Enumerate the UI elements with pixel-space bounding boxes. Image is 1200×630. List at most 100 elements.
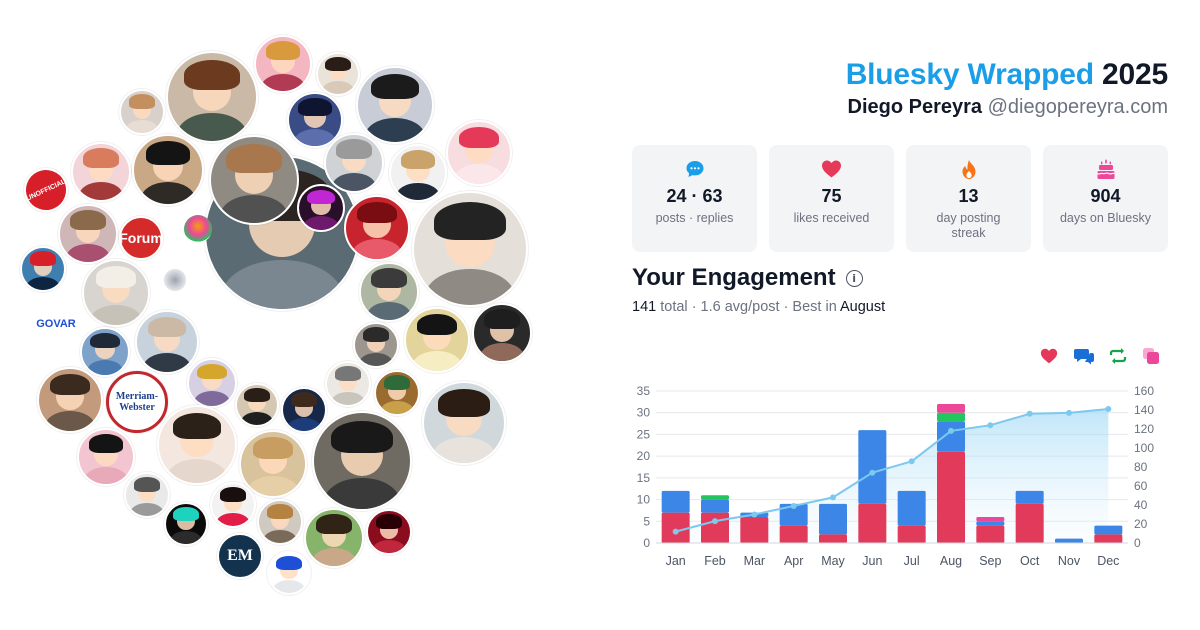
stat-label: day posting streak xyxy=(936,211,1001,240)
avatar xyxy=(422,381,506,465)
x-tick-label: May xyxy=(821,554,845,568)
y-tick-label: 30 xyxy=(637,406,651,420)
bar-segment-dec-1 xyxy=(1094,525,1123,535)
avatar-cluster: Forum Merriam-Webster EM GOVAR UNOFFICIAL xyxy=(0,0,560,630)
avatar xyxy=(344,195,410,261)
repost-icon[interactable] xyxy=(1108,347,1128,367)
avatar xyxy=(304,508,364,568)
stat-label: days on Bluesky xyxy=(1059,211,1152,225)
avatar xyxy=(80,327,130,377)
engagement-heading: Your Engagement xyxy=(632,264,836,291)
avatar xyxy=(312,411,412,511)
y2-tick-label: 100 xyxy=(1134,441,1154,455)
bar-segment-oct-1 xyxy=(1015,490,1044,504)
avatar xyxy=(374,370,420,416)
logo-avatar: Merriam-Webster xyxy=(106,371,168,433)
stat-card-posts: 24 · 63 posts · replies xyxy=(632,145,757,252)
y-tick-label: 10 xyxy=(637,493,651,507)
cumulative-point xyxy=(948,427,954,434)
bar-segment-dec-0 xyxy=(1094,534,1123,543)
cumulative-point xyxy=(1105,406,1112,413)
cumulative-point xyxy=(869,469,876,476)
avatar xyxy=(404,307,470,373)
x-tick-label: Jul xyxy=(904,554,920,568)
avatar xyxy=(135,310,199,374)
y2-tick-label: 0 xyxy=(1134,536,1141,550)
cumulative-point xyxy=(1066,409,1072,416)
cumulative-point xyxy=(908,458,915,465)
avatar xyxy=(239,430,307,498)
flame-icon xyxy=(906,159,1031,181)
avatar xyxy=(157,405,237,485)
avatar xyxy=(164,502,208,546)
bar-segment-sep-0 xyxy=(976,525,1005,543)
heart-icon[interactable] xyxy=(1040,347,1060,367)
page-title: Bluesky Wrapped 2025 xyxy=(846,58,1168,92)
avatar xyxy=(58,204,118,264)
stat-value: 13 xyxy=(958,186,979,206)
info-icon[interactable]: i xyxy=(845,269,863,287)
avatar xyxy=(267,551,311,595)
logo-avatar: UNOFFICIAL xyxy=(16,160,76,220)
avatar xyxy=(124,472,170,518)
avatar xyxy=(254,35,312,93)
cumulative-point xyxy=(987,422,994,429)
engagement-summary: 141 total · 1.6 avg/post · Best in Augus… xyxy=(632,299,885,315)
x-tick-label: Jan xyxy=(666,554,686,568)
logo-avatar xyxy=(184,215,212,243)
avatar xyxy=(281,387,327,433)
bar-segment-may-0 xyxy=(819,534,847,543)
cumulative-point xyxy=(1026,410,1033,417)
user-identity: Diego Pereyra @diegopereyra.com xyxy=(848,96,1168,119)
avatar xyxy=(71,142,131,202)
quote-icon[interactable] xyxy=(1142,347,1162,367)
logo-avatar: Forum xyxy=(119,216,163,260)
x-tick-label: Mar xyxy=(744,554,766,568)
logo-text: Merriam-Webster xyxy=(115,391,159,413)
avatar xyxy=(389,144,447,202)
engagement-best-month: August xyxy=(840,299,886,315)
bar-segment-may-1 xyxy=(819,503,847,535)
stat-label: posts · replies xyxy=(655,211,734,225)
bar-segment-jul-0 xyxy=(897,525,926,543)
avatar xyxy=(412,191,528,307)
avatar xyxy=(356,66,434,144)
avatar xyxy=(210,482,256,528)
y2-tick-label: 160 xyxy=(1134,384,1154,398)
bar-segment-oct-0 xyxy=(1015,503,1044,543)
y2-tick-label: 120 xyxy=(1134,422,1154,436)
avatar xyxy=(82,259,150,327)
avatar xyxy=(353,322,399,368)
user-handle: @diegopereyra.com xyxy=(987,96,1168,118)
y-tick-label: 5 xyxy=(643,514,650,528)
x-tick-label: Jun xyxy=(862,554,882,568)
x-tick-label: Dec xyxy=(1097,554,1119,568)
cumulative-point xyxy=(672,528,679,535)
y2-tick-label: 80 xyxy=(1134,460,1148,474)
avatar xyxy=(366,509,412,555)
bar-segment-aug-3 xyxy=(937,404,965,413)
cumulative-point xyxy=(830,494,836,501)
x-tick-label: Oct xyxy=(1020,554,1040,568)
avatar xyxy=(235,383,279,427)
bar-segment-jul-1 xyxy=(897,490,926,526)
avatar xyxy=(359,262,419,322)
bar-segment-feb-0 xyxy=(701,512,729,543)
engagement-total: 141 xyxy=(632,299,657,315)
avatar xyxy=(20,246,66,292)
stat-card-streak: 13 day posting streak xyxy=(906,145,1031,252)
bar-segment-sep-3 xyxy=(976,516,1005,522)
year-label: 2025 xyxy=(1102,58,1168,91)
y2-tick-label: 140 xyxy=(1134,403,1154,417)
avatar xyxy=(324,133,384,193)
avatar xyxy=(257,499,303,545)
logo-text: GOVAR xyxy=(36,318,76,330)
stat-card-likes: 75 likes received xyxy=(769,145,894,252)
y-tick-label: 0 xyxy=(643,536,650,550)
logo-avatar xyxy=(162,267,188,293)
y-tick-label: 25 xyxy=(637,427,651,441)
bar-segment-feb-2 xyxy=(701,495,729,500)
stat-label: likes received xyxy=(793,211,870,225)
reply-icon[interactable] xyxy=(1074,347,1094,367)
bar-segment-feb-1 xyxy=(701,499,729,513)
